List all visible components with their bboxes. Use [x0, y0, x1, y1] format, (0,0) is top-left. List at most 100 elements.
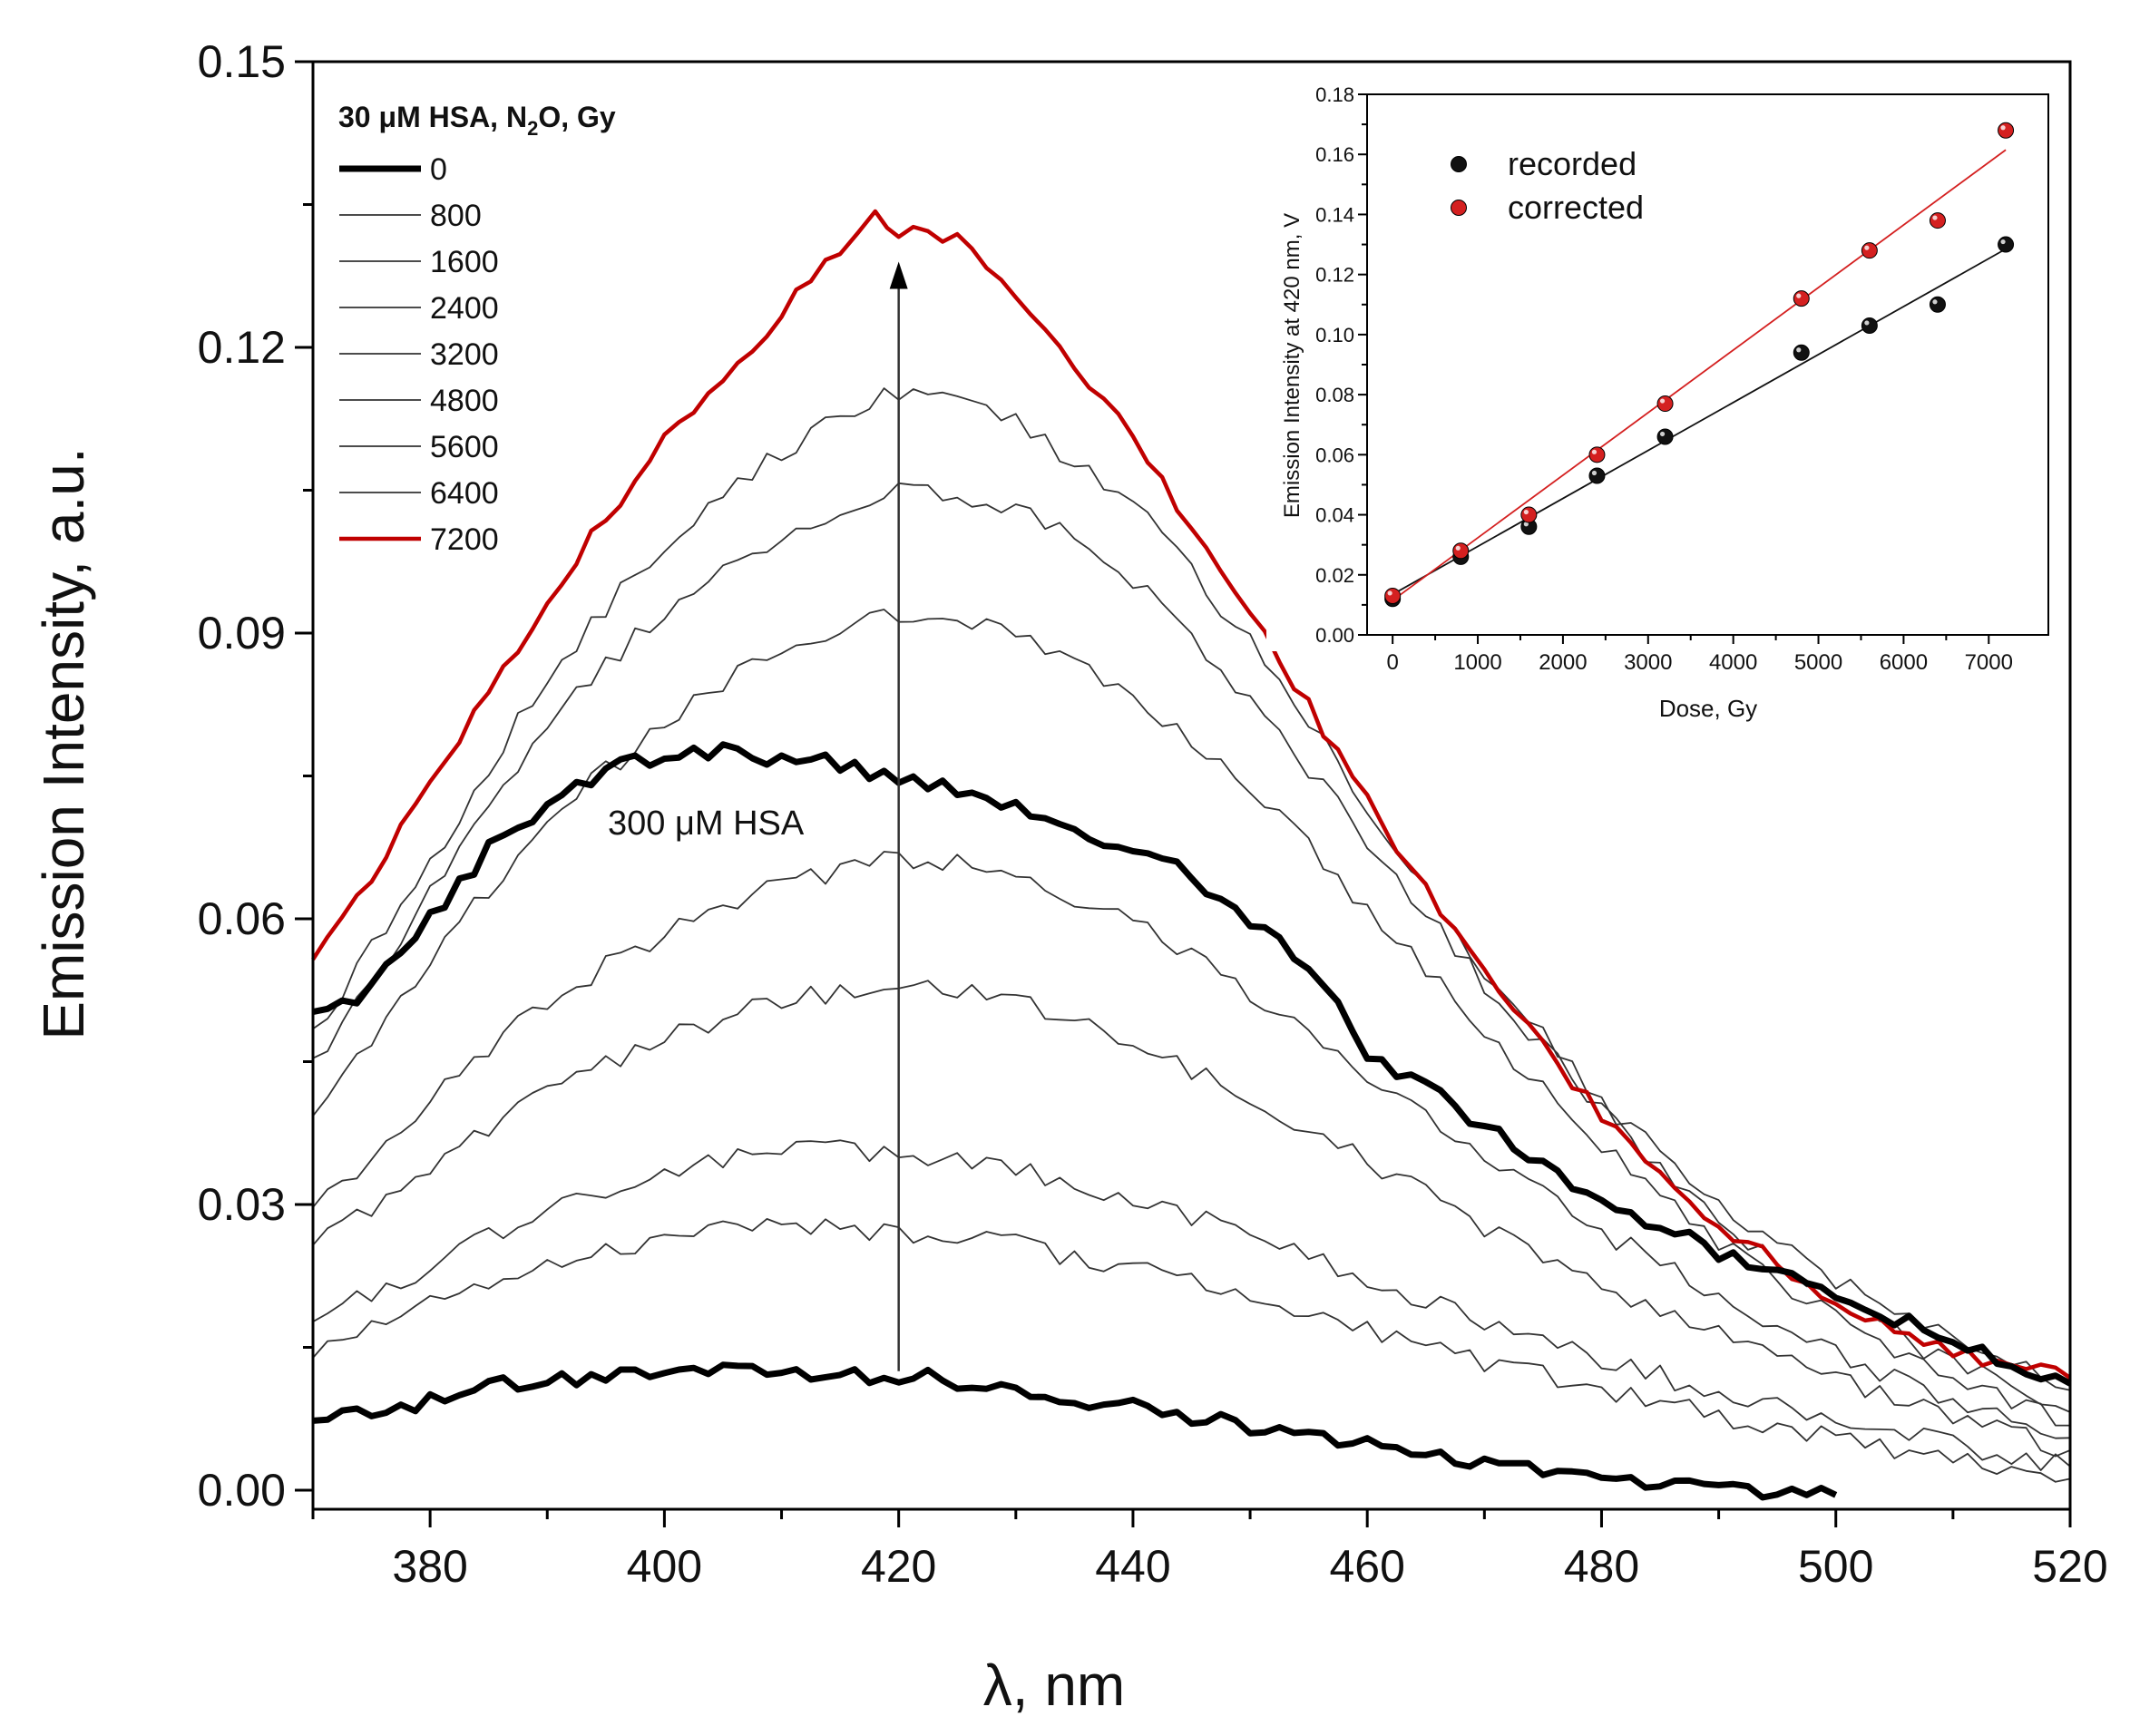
legend-label-6400: 6400: [430, 476, 499, 511]
main-arrow-group: [889, 261, 908, 1371]
data-point-highlight: [1455, 545, 1461, 551]
data-point-corrected: [1520, 506, 1538, 523]
x-tick-label-440: 440: [1095, 1541, 1170, 1592]
inset-y-tick-label-5: 0.10: [1315, 324, 1354, 346]
legend-label-2400: 2400: [430, 291, 499, 326]
inset-y-tick-label-8: 0.16: [1315, 143, 1354, 166]
inset-y-tick-label-9: 0.18: [1315, 83, 1354, 106]
data-point-corrected: [1929, 212, 1946, 229]
x-tick-label-380: 380: [392, 1541, 467, 1592]
inset-y-tick-label-7: 0.14: [1315, 203, 1354, 226]
main-x-axis-label: λ, nm: [983, 1653, 1125, 1718]
series-line-0: [312, 1361, 1838, 1501]
legend-label-800: 800: [430, 199, 482, 233]
legend-title-part-1: 30 μM HSA, N: [338, 101, 527, 133]
y-tick-label-1: 0.03: [198, 1179, 286, 1230]
y-tick-label-4: 0.12: [198, 322, 286, 373]
inset-legend-label-recorded: recorded: [1508, 145, 1637, 182]
legend-label-1600: 1600: [430, 245, 499, 279]
inset-points: [1384, 122, 2015, 608]
data-point-highlight: [1864, 320, 1870, 326]
x-tick-label-500: 500: [1798, 1541, 1873, 1592]
data-point-highlight: [1523, 509, 1529, 515]
data-point-highlight: [1523, 522, 1529, 527]
inset-y-tick-label-1: 0.02: [1315, 564, 1354, 587]
x-tick-label-460: 460: [1329, 1541, 1404, 1592]
main-axes-frame: [311, 60, 2072, 1511]
inset-y-tick-label-2: 0.04: [1315, 504, 1354, 527]
data-point-corrected: [1384, 587, 1402, 604]
data-point-highlight: [1591, 449, 1598, 454]
data-point-corrected: [1861, 242, 1878, 259]
inset-x-tick-label-0: 0: [1386, 650, 1398, 675]
series-line-300-m-hsa: [312, 741, 2072, 1387]
series-line-6400: [312, 387, 2071, 1391]
data-point-recorded: [1656, 428, 1674, 445]
legend-label-0: 0: [430, 152, 447, 187]
series-line-1600: [312, 1139, 2071, 1471]
series-line-3200: [312, 851, 2071, 1439]
data-point-highlight: [1591, 470, 1598, 476]
main-plot-border: [311, 60, 2072, 1511]
inset-y-tick-label-4: 0.08: [1315, 384, 1354, 406]
inset-x-tick-label-5000: 5000: [1794, 650, 1842, 675]
series-line-800: [312, 1218, 2071, 1483]
data-point-corrected: [1656, 395, 1674, 413]
x-tick-label-420: 420: [861, 1541, 936, 1592]
data-point-highlight: [1796, 347, 1802, 353]
inset-x-tick-label-2000: 2000: [1539, 650, 1587, 675]
y-tick-label-0: 0.00: [198, 1465, 286, 1516]
inset-x-tick-label-3000: 3000: [1624, 650, 1672, 675]
inset-background: [1266, 87, 2034, 651]
inset-x-tick-label-1000: 1000: [1453, 650, 1501, 675]
inset-x-tick-label-6000: 6000: [1880, 650, 1928, 675]
data-point-highlight: [2000, 125, 2006, 131]
data-point-corrected: [1588, 446, 1606, 463]
legend-label-4800: 4800: [430, 384, 499, 418]
data-point-corrected: [1793, 290, 1810, 307]
main-ticks-group: 380 400 420 440 460 480 500 520 0.00 0.03 0.06 0.09…: [198, 36, 2108, 1592]
legend-title-subscript: 2: [527, 117, 538, 140]
arrow-head: [889, 261, 908, 289]
data-point-highlight: [1932, 215, 1938, 220]
x-tick-label-520: 520: [2032, 1541, 2107, 1592]
data-point-recorded: [1588, 467, 1606, 484]
inset-legend-marker-recorded: [1451, 156, 1467, 172]
main-series-group: [311, 209, 2072, 1501]
legend-label-3200: 3200: [430, 337, 499, 372]
legend-title-part-2: O, Gy: [538, 101, 616, 133]
legend-label-7200: 7200: [430, 522, 499, 557]
data-point-highlight: [1932, 299, 1938, 305]
fit-line-recorded: [1392, 248, 2007, 596]
data-point-highlight: [1864, 245, 1870, 250]
y-tick-label-5: 0.15: [198, 36, 286, 87]
inset-fit-lines: [1392, 149, 2007, 601]
main-y-axis-label: Emission Intensity, a.u.: [31, 447, 96, 1039]
inset-y-tick-label-6: 0.12: [1315, 264, 1354, 287]
data-point-highlight: [1659, 398, 1666, 404]
inset-x-tick-label-4000: 4000: [1709, 650, 1757, 675]
main-legend: 30 μM HSA, N2O, Gy 0 800 1600 2400 3200 4800 5…: [338, 101, 616, 557]
data-point-corrected: [1998, 122, 2015, 139]
inset-legend-label-corrected: corrected: [1508, 189, 1644, 226]
data-point-highlight: [2000, 239, 2006, 245]
inset-y-tick-label-0: 0.00: [1315, 624, 1354, 647]
inset-ticks-group: 0 1000 2000 3000 4000 5000 6000 7000 0.00 0.02 0.0…: [1315, 83, 2013, 675]
inset-y-tick-label-3: 0.06: [1315, 444, 1354, 466]
main-annotation-300um: 300 μM HSA: [608, 805, 805, 843]
series-line-2400: [312, 980, 2071, 1458]
inset-x-axis-label: Dose, Gy: [1659, 695, 1757, 722]
fit-line-corrected: [1392, 149, 2007, 601]
series-line-7200: [311, 209, 2072, 1380]
inset-legend-marker-corrected: [1451, 200, 1467, 216]
data-point-recorded: [1929, 296, 1946, 313]
inset-chart: 0 1000 2000 3000 4000 5000 6000 7000 0.00 0.02 0.0…: [1266, 83, 2049, 722]
data-point-highlight: [1387, 590, 1392, 596]
x-tick-label-400: 400: [627, 1541, 702, 1592]
y-tick-label-3: 0.09: [198, 608, 286, 658]
data-point-highlight: [1659, 431, 1666, 437]
inset-x-tick-label-7000: 7000: [1965, 650, 2013, 675]
data-point-recorded: [1998, 236, 2015, 253]
data-point-corrected: [1452, 542, 1470, 560]
